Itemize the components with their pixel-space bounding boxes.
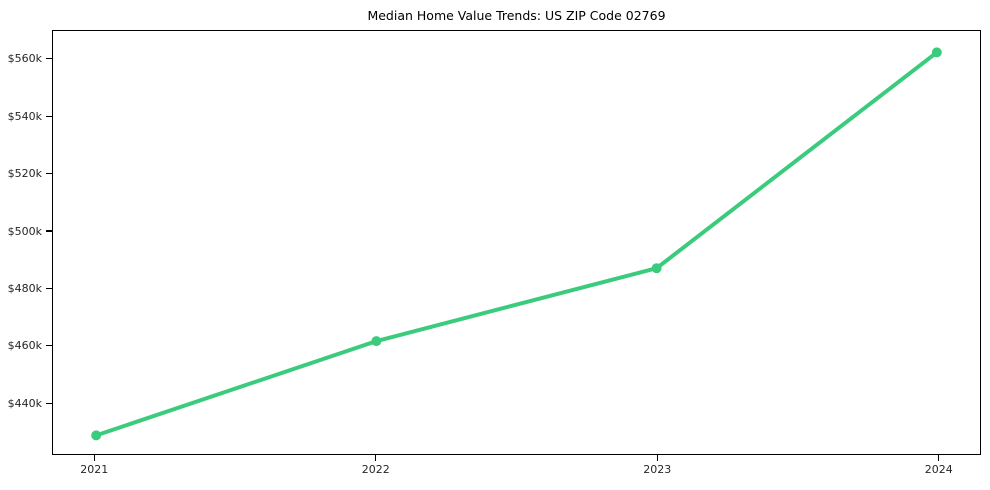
y-tick-mark <box>46 115 52 117</box>
y-tick-label: $520k <box>7 167 42 181</box>
x-tick-mark <box>938 455 940 461</box>
x-tick-mark <box>375 455 377 461</box>
y-tick-mark <box>46 287 52 290</box>
y-tick-mark <box>46 58 52 60</box>
plot-area <box>52 30 981 455</box>
y-tick-label: $480k <box>7 281 42 295</box>
x-tick-label: 2022 <box>361 463 390 476</box>
y-tick-label: $560k <box>7 52 42 66</box>
x-tick-label: 2024 <box>924 463 953 476</box>
y-tick-mark <box>46 345 52 347</box>
x-tick-label: 2023 <box>643 463 672 476</box>
data-point-marker <box>91 430 102 441</box>
x-tick-mark <box>93 455 95 461</box>
x-tick-label: 2021 <box>80 463 109 476</box>
y-tick-mark <box>46 402 52 404</box>
trend-line <box>94 50 939 438</box>
y-tick-label: $540k <box>7 109 42 123</box>
data-point-marker <box>651 263 662 274</box>
data-point-marker <box>931 47 942 58</box>
chart-title: Median Home Value Trends: US ZIP Code 02… <box>367 8 666 23</box>
data-point-marker <box>371 336 382 347</box>
x-tick-mark <box>656 455 658 461</box>
y-tick-label: $460k <box>7 339 42 353</box>
y-tick-mark <box>46 172 52 175</box>
y-tick-mark <box>46 230 52 232</box>
line-chart-svg <box>91 47 942 441</box>
y-tick-label: $440k <box>7 396 42 410</box>
y-tick-label: $500k <box>7 224 42 238</box>
